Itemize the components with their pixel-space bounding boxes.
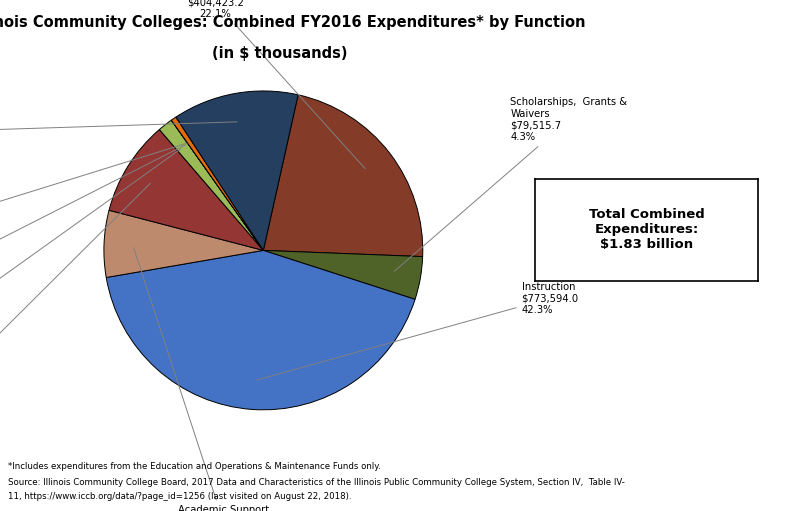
Text: Organizational
Research
$1.1
0.0%: Organizational Research $1.1 0.0% — [0, 145, 185, 286]
Wedge shape — [263, 95, 423, 257]
Text: Instruction
$773,594.0
42.3%: Instruction $773,594.0 42.3% — [257, 282, 579, 380]
Wedge shape — [172, 117, 263, 250]
Text: Scholarships,  Grants &
Waivers
$79,515.7
4.3%: Scholarships, Grants & Waivers $79,515.7… — [394, 97, 627, 271]
Wedge shape — [109, 129, 263, 250]
Wedge shape — [263, 250, 423, 299]
Wedge shape — [172, 120, 263, 250]
Text: Institutional  Support
$404,423.2
22.1%: Institutional Support $404,423.2 22.1% — [163, 0, 365, 169]
Wedge shape — [106, 250, 415, 410]
Text: Operations &
Maintenance
$233,013.1
12.7%: Operations & Maintenance $233,013.1 12.7… — [0, 108, 237, 153]
Text: 11, https://www.iccb.org/data/?page_id=1256 (last visited on August 22, 2018).: 11, https://www.iccb.org/data/?page_id=1… — [8, 492, 351, 501]
Wedge shape — [104, 210, 263, 277]
Text: Source: Illinois Community College Board, 2017 Data and Characteristics of the I: Source: Illinois Community College Board… — [8, 478, 625, 487]
Wedge shape — [176, 91, 298, 250]
Text: Student Services
$176,346.9
9.6%: Student Services $176,346.9 9.6% — [0, 183, 150, 403]
Text: Academic Support
$123,748.2
6.8%: Academic Support $123,748.2 6.8% — [133, 248, 269, 511]
Text: Public Service
$27,803.7
1.5%: Public Service $27,803.7 1.5% — [0, 149, 180, 328]
Text: Auxiliary Services
$9,904.9
0.5%: Auxiliary Services $9,904.9 0.5% — [0, 143, 187, 235]
Text: Illinois Community Colleges: Combined FY2016 Expenditures* by Function: Illinois Community Colleges: Combined FY… — [0, 15, 586, 30]
Wedge shape — [160, 120, 263, 250]
Text: *Includes expenditures from the Education and Operations & Maintenance Funds onl: *Includes expenditures from the Educatio… — [8, 462, 381, 472]
Text: (in $ thousands): (in $ thousands) — [211, 46, 347, 61]
Text: Total Combined
Expenditures:
$1.83 billion: Total Combined Expenditures: $1.83 billi… — [588, 208, 705, 251]
